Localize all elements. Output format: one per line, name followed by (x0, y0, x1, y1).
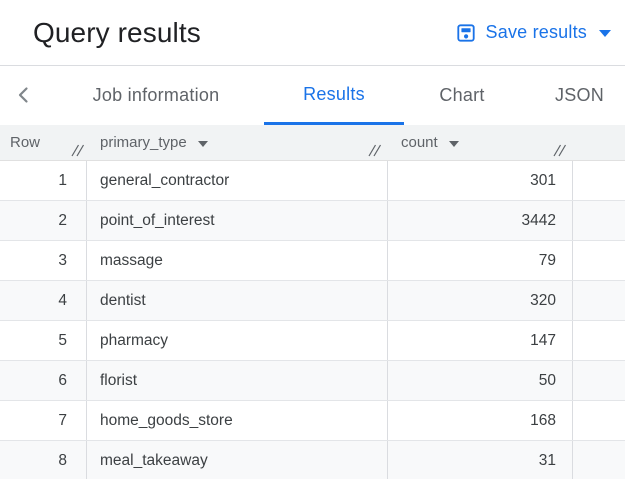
empty-cell (573, 201, 625, 240)
tab-results[interactable]: Results (264, 66, 404, 125)
row-number-cell: 6 (0, 361, 87, 400)
column-resize-handle-icon[interactable] (366, 141, 383, 158)
column-label-count: count (401, 134, 438, 151)
row-number-cell: 8 (0, 441, 87, 479)
table-row: 4 dentist 320 (0, 281, 625, 321)
table-row: 5 pharmacy 147 (0, 321, 625, 361)
primary-type-cell: general_contractor (87, 161, 388, 200)
table-row: 2 point_of_interest 3442 (0, 201, 625, 241)
save-results-button[interactable]: Save results (455, 22, 611, 44)
count-cell: 301 (388, 161, 573, 200)
table-row: 6 florist 50 (0, 361, 625, 401)
column-resize-handle-icon[interactable] (551, 141, 568, 158)
primary-type-cell: pharmacy (87, 321, 388, 360)
column-resize-handle-icon[interactable] (69, 141, 86, 158)
count-cell: 31 (388, 441, 573, 479)
row-number-cell: 2 (0, 201, 87, 240)
column-label-primary-type: primary_type (100, 134, 187, 151)
row-number-cell: 4 (0, 281, 87, 320)
row-number-cell: 5 (0, 321, 87, 360)
primary-type-cell: meal_takeaway (87, 441, 388, 479)
primary-type-cell: point_of_interest (87, 201, 388, 240)
save-icon (455, 22, 477, 44)
query-results-header: Query results Save results (0, 0, 625, 66)
chevron-left-icon[interactable] (12, 83, 36, 107)
page-title: Query results (33, 16, 201, 48)
primary-type-cell: home_goods_store (87, 401, 388, 440)
tab-json[interactable]: JSON (534, 66, 625, 125)
empty-cell (573, 401, 625, 440)
row-number-cell: 7 (0, 401, 87, 440)
table-row: 8 meal_takeaway 31 (0, 441, 625, 479)
empty-cell (573, 361, 625, 400)
count-cell: 320 (388, 281, 573, 320)
primary-type-cell: dentist (87, 281, 388, 320)
column-menu-caret-icon[interactable] (448, 140, 459, 147)
count-cell: 168 (388, 401, 573, 440)
empty-cell (573, 441, 625, 479)
tab-job-information[interactable]: Job information (46, 66, 266, 125)
column-header-primary-type: primary_type (87, 125, 388, 160)
column-header-count: count (388, 125, 573, 160)
empty-cell (573, 281, 625, 320)
count-cell: 50 (388, 361, 573, 400)
empty-cell (573, 241, 625, 280)
primary-type-cell: massage (87, 241, 388, 280)
results-tab-bar: Job information Results Chart JSON (0, 66, 625, 125)
row-number-cell: 3 (0, 241, 87, 280)
count-cell: 3442 (388, 201, 573, 240)
table-row: 3 massage 79 (0, 241, 625, 281)
table-row: 1 general_contractor 301 (0, 161, 625, 201)
row-number-cell: 1 (0, 161, 87, 200)
save-results-label: Save results (485, 22, 587, 42)
results-table-header: Row primary_type count (0, 125, 625, 161)
empty-cell (573, 321, 625, 360)
column-menu-caret-icon[interactable] (197, 140, 208, 147)
results-table-body: 1 general_contractor 301 2 point_of_inte… (0, 161, 625, 479)
count-cell: 79 (388, 241, 573, 280)
save-dropdown-caret-icon (599, 30, 611, 37)
empty-cell (573, 161, 625, 200)
column-header-row: Row (0, 125, 87, 160)
table-row: 7 home_goods_store 168 (0, 401, 625, 441)
primary-type-cell: florist (87, 361, 388, 400)
count-cell: 147 (388, 321, 573, 360)
tab-chart[interactable]: Chart (418, 66, 506, 125)
column-label-row: Row (10, 134, 41, 151)
